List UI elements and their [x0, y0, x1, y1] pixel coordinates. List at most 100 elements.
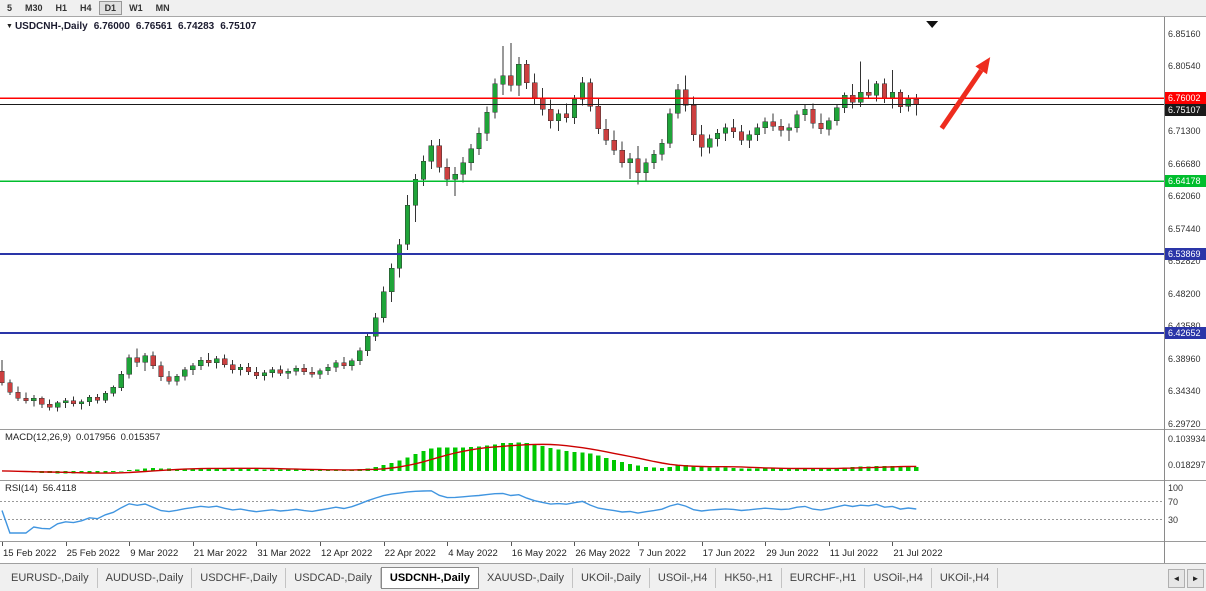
date-tick	[383, 542, 385, 546]
timeframe-mn-button[interactable]: MN	[155, 3, 170, 13]
date-tick	[256, 542, 258, 546]
rsi-panel-canvas[interactable]	[0, 481, 1164, 541]
macd-title: MACD(12,26,9) 0.017956 0.015357	[5, 432, 165, 443]
date-label: 9 Mar 2022	[130, 548, 179, 559]
price-axis-label: 6.66680	[1168, 158, 1201, 169]
price-tag-6.42652: 6.42652	[1165, 326, 1206, 339]
price-chart-canvas[interactable]	[0, 17, 1164, 429]
timeframe-m30-button[interactable]: M30	[25, 3, 43, 13]
chart-tab-usdchf-daily[interactable]: USDCHF-,Daily	[192, 567, 287, 588]
price-axis-label: 6.71300	[1168, 126, 1201, 137]
timeframe-h1-button[interactable]: H1	[55, 3, 68, 13]
date-label: 15 Feb 2022	[3, 548, 57, 559]
date-label: 16 May 2022	[511, 548, 567, 559]
date-label: 29 Jun 2022	[766, 548, 819, 559]
rsi-title: RSI(14) 56.4118	[5, 483, 81, 494]
chart-tab-usdcad-daily[interactable]: USDCAD-,Daily	[286, 567, 381, 588]
date-tick	[892, 542, 894, 546]
date-tick	[65, 542, 67, 546]
date-tick	[701, 542, 703, 546]
date-tick	[447, 542, 449, 546]
macd-value-signal: 0.015357	[120, 432, 161, 443]
window-separator[interactable]	[0, 429, 1206, 430]
date-tick	[765, 542, 767, 546]
rsi-axis-label: 70	[1168, 496, 1179, 507]
chart-tab-usdcnh-daily[interactable]: USDCNH-,Daily	[380, 566, 479, 589]
price-axis-label: 6.85160	[1168, 28, 1201, 39]
macd-histogram	[7, 442, 919, 474]
window-separator[interactable]	[0, 480, 1206, 481]
chart-tab-eurusd-daily[interactable]: EURUSD-,Daily	[3, 567, 98, 588]
macd-panel-canvas[interactable]	[0, 430, 1164, 480]
price-tag-6.76002: 6.76002	[1165, 92, 1206, 104]
chart-tab-hk50-h1[interactable]: HK50-,H1	[716, 567, 782, 588]
ohlc-high: 6.76561	[135, 21, 173, 32]
ohlc-low: 6.74283	[178, 21, 215, 32]
date-label: 17 Jun 2022	[702, 548, 755, 559]
date-tick	[574, 542, 576, 546]
chart-tabs-bar: EURUSD-,Daily AUDUSD-,Daily USDCHF-,Daily U…	[0, 563, 1206, 591]
date-tick	[192, 542, 194, 546]
chart-symbol: USDCNH-,Daily	[14, 21, 88, 32]
date-label: 7 Jun 2022	[639, 548, 687, 559]
date-label: 21 Jul 2022	[893, 548, 943, 559]
chart-tab-usoil-h4[interactable]: USOil-,H4	[650, 567, 717, 588]
price-axis-label: 6.43580	[1168, 321, 1201, 331]
price-axis-label: 6.52820	[1168, 256, 1201, 267]
chart-tab-ukoil-h4[interactable]: UKOil-,H4	[932, 567, 999, 588]
chart-shift-marker[interactable]	[926, 21, 939, 28]
chart-marker-icon: ▼	[6, 23, 13, 30]
rsi-axis-label: 30	[1168, 514, 1179, 525]
macd-signal-line	[1, 443, 917, 474]
date-axis[interactable]: 15 Feb 2022 25 Feb 2022 9 Mar 2022 21 Mar 2…	[0, 542, 1164, 563]
tabs-scroll-left-button[interactable]: ◄	[1168, 569, 1185, 588]
tab-scroll-buttons: ◄ ►	[1168, 569, 1204, 588]
chart-tab-ukoil-daily[interactable]: UKOil-,Daily	[573, 567, 650, 588]
rsi-label: RSI(14)	[5, 483, 38, 494]
price-axis-label: 6.38960	[1168, 353, 1201, 364]
rsi-axis-label: 100	[1168, 483, 1184, 493]
price-tag-6.64178: 6.64178	[1165, 175, 1206, 188]
timeframe-toolbar: 5 M30 H1 H4 D1 W1 MN	[0, 0, 1206, 17]
window-separator	[0, 541, 1206, 542]
date-tick	[638, 542, 639, 546]
price-tag-6.75107: 6.75107	[1165, 104, 1206, 116]
macd-label: MACD(12,26,9)	[5, 432, 71, 443]
trend-arrow[interactable]	[939, 57, 991, 130]
chart-title: ▼ USDCNH-,Daily 6.76000 6.76561 6.74283 6.751…	[6, 21, 262, 32]
ohlc-open: 6.76000	[93, 21, 130, 32]
date-tick	[129, 542, 131, 546]
date-label: 26 May 2022	[575, 548, 631, 559]
timeframe-d1-button[interactable]: D1	[98, 1, 123, 15]
price-axis-label: 6.29720	[1168, 418, 1201, 429]
date-label: 22 Apr 2022	[384, 548, 436, 559]
timeframe-5-button[interactable]: 5	[7, 3, 13, 13]
macd-value-main: 0.017956	[76, 432, 116, 443]
date-label: 21 Mar 2022	[193, 548, 248, 559]
candles	[0, 43, 919, 412]
date-label: 4 May 2022	[448, 548, 498, 559]
chart-tab-audusd-daily[interactable]: AUDUSD-,Daily	[98, 567, 193, 588]
tabs-scroll-right-button[interactable]: ►	[1187, 569, 1204, 588]
rsi-line	[1, 490, 917, 534]
chart-tab-usoil-h4[interactable]: USOil-,H4	[865, 567, 932, 588]
date-label: 11 Jul 2022	[829, 548, 879, 559]
date-tick	[828, 542, 830, 546]
chart-tab-eurchf-h1[interactable]: EURCHF-,H1	[782, 567, 866, 588]
date-tick	[2, 542, 3, 546]
price-axis[interactable]: 6.85160 6.80540 6.71300 6.66680 6.62060 6.574…	[1165, 17, 1206, 563]
price-axis-label: 6.80540	[1168, 61, 1201, 71]
date-label: 31 Mar 2022	[257, 548, 311, 559]
date-label: 12 Apr 2022	[321, 548, 373, 559]
chart-tab-list: EURUSD-,Daily AUDUSD-,Daily USDCHF-,Daily U…	[3, 564, 999, 591]
timeframe-w1-button[interactable]: W1	[129, 3, 143, 13]
date-tick	[320, 542, 321, 546]
price-axis-label: 6.57440	[1168, 223, 1201, 234]
chart-tab-xauusd-daily[interactable]: XAUUSD-,Daily	[479, 567, 573, 588]
rsi-value: 56.4118	[42, 483, 77, 494]
axis-separator	[1164, 17, 1165, 563]
timeframe-h4-button[interactable]: H4	[80, 3, 92, 13]
price-axis-label: 6.34340	[1168, 386, 1201, 397]
ohlc-close: 6.75107	[220, 21, 257, 32]
